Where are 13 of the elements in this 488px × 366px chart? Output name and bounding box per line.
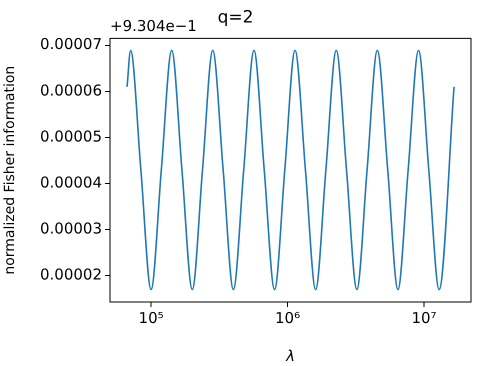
y-tick-label: 0.00006 [40,81,102,100]
x-axis-title: λ [285,346,295,365]
x-tick-label: 10⁶ [274,308,300,327]
y-tick-label: 0.00004 [40,173,102,192]
x-tick-label: 10⁵ [138,308,164,327]
y-axis-title: normalized Fisher information [2,66,18,275]
y-tick-label: 0.00005 [40,127,102,146]
y-tick-label: 0.00002 [40,266,102,284]
y-tick-label: 0.00003 [40,220,102,238]
chart-title: q=2 [218,8,254,28]
y-tick-label: 0.00007 [40,35,102,54]
text: +9.304e−1 [110,16,197,35]
x-tick-label: 10⁷ [411,308,437,327]
